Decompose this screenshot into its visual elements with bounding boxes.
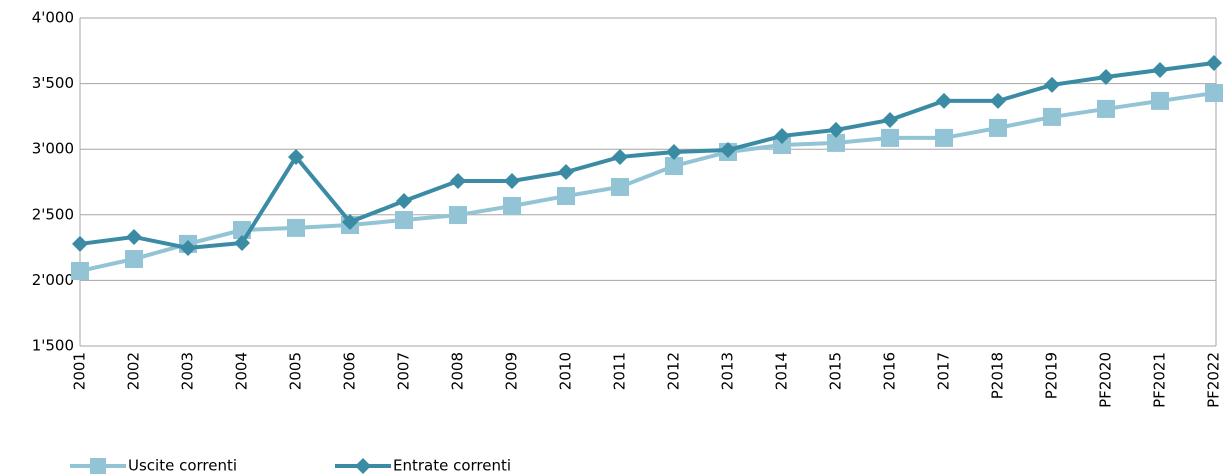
- marker: [828, 121, 844, 138]
- x-tick-label: 2008: [449, 352, 467, 390]
- marker: [125, 250, 143, 269]
- x-tick-label: P2018: [989, 352, 1007, 399]
- x-tick-label: 2010: [557, 352, 575, 390]
- marker: [881, 128, 899, 147]
- marker: [773, 136, 791, 155]
- marker: [990, 92, 1006, 109]
- marker: [396, 193, 412, 210]
- marker: [611, 177, 629, 196]
- y-tick-label: 2'500: [32, 205, 74, 223]
- marker: [503, 197, 521, 216]
- x-tick-label: 2016: [881, 352, 899, 390]
- x-tick-label: 2007: [395, 352, 413, 390]
- x-tick-label: 2012: [665, 352, 683, 390]
- marker: [557, 187, 575, 206]
- y-tick-label: 3'000: [32, 140, 74, 158]
- marker: [720, 141, 736, 158]
- series-line: [79, 61, 1215, 251]
- marker: [288, 148, 304, 165]
- y-tick-label: 3'500: [32, 74, 74, 92]
- x-tick-label: 2013: [719, 352, 737, 390]
- y-tick-label: 2'000: [32, 271, 74, 289]
- marker: [72, 235, 88, 252]
- marker: [827, 133, 845, 152]
- marker: [666, 143, 682, 160]
- marker: [504, 172, 520, 189]
- x-tick-label: 2015: [827, 352, 845, 390]
- marker: [882, 111, 898, 128]
- marker: [450, 172, 466, 189]
- x-tick-label: 2017: [935, 352, 953, 390]
- marker: [936, 92, 952, 109]
- marker: [1205, 84, 1223, 103]
- y-tick-label: 1'500: [32, 337, 74, 355]
- marker: [234, 235, 250, 252]
- marker: [1044, 76, 1060, 93]
- marker: [449, 206, 467, 225]
- x-tick-label: 2001: [71, 352, 89, 390]
- y-tick-label: 4'000: [32, 9, 74, 27]
- marker: [774, 127, 790, 144]
- marker: [342, 214, 358, 231]
- x-tick-label: 2009: [503, 352, 521, 390]
- marker: [558, 164, 574, 181]
- x-tick-label: 2006: [341, 352, 359, 390]
- marker: [1152, 61, 1168, 78]
- marker: [612, 148, 628, 165]
- marker: [1043, 107, 1061, 126]
- marker: [1151, 91, 1169, 110]
- marker: [1097, 99, 1115, 118]
- x-tick-label: PF2021: [1151, 352, 1169, 408]
- x-tick-label: 2002: [125, 352, 143, 390]
- legend-label: Uscite correnti: [128, 457, 237, 475]
- marker: [287, 218, 305, 237]
- marker: [935, 128, 953, 147]
- x-tick-label: 2014: [773, 352, 791, 390]
- legend-label: Entrate correnti: [393, 457, 511, 475]
- marker: [665, 156, 683, 175]
- x-tick-label: PF2020: [1097, 352, 1115, 408]
- x-tick-label: PF2022: [1205, 352, 1223, 408]
- marker: [395, 211, 413, 230]
- marker: [90, 458, 106, 474]
- marker: [355, 458, 371, 474]
- marker: [71, 261, 89, 280]
- marker: [989, 118, 1007, 137]
- x-tick-label: 2011: [611, 352, 629, 390]
- x-tick-label: 2005: [287, 352, 305, 390]
- marker: [126, 228, 142, 245]
- series-line: [79, 91, 1215, 273]
- x-tick-label: P2019: [1043, 352, 1061, 399]
- x-tick-label: 2003: [179, 352, 197, 390]
- marker: [180, 239, 196, 256]
- marker: [1098, 69, 1114, 86]
- x-tick-label: 2004: [233, 352, 251, 390]
- marker: [1206, 55, 1222, 72]
